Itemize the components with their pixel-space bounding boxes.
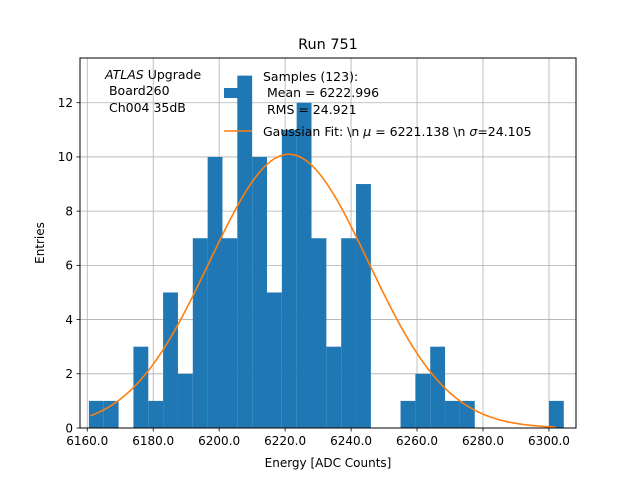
plot-frame [79,57,577,429]
histogram-bar [177,373,193,428]
legend-fit-label: Gaussian Fit: \n μ = 6221.138 \n σ=24.10… [263,124,532,139]
histogram-bar [252,156,267,428]
y-tick-label: 8 [65,204,73,218]
x-tick-label: 6280.0 [462,434,504,448]
annotation-upgrade: Upgrade [144,67,202,82]
y-tick-label: 2 [65,367,73,381]
legend-fit-mu-symbol: μ [362,124,371,139]
y-tick-label: 12 [58,96,73,110]
x-tick-label: 6200.0 [198,434,240,448]
legend-hist-line-2: Mean = 6222.996 [263,85,379,100]
annotation-line-1: ATLAS Upgrade [104,67,201,82]
histogram-bar [430,346,446,428]
histogram-bar [192,238,208,428]
chart-title: Run 751 [298,37,358,53]
histogram-bar [459,400,475,428]
annotation-line-3: Ch004 35dB [105,100,186,115]
histogram-bar [281,129,297,429]
x-tick-label: 6220.0 [264,434,306,448]
histogram-bar [400,400,416,428]
y-tick-label: 6 [65,259,73,273]
x-axis: 6160.0 6180.0 6200.0 6220.0 6240.0 6260.0 6280… [66,428,570,448]
annotation-atlas-italic: ATLAS [104,67,144,82]
y-tick-label: 4 [65,313,73,327]
histogram-bar [326,346,342,428]
histogram-bar [445,400,460,428]
x-tick-label: 6260.0 [396,434,438,448]
legend-hist-line-3: RMS = 24.921 [263,102,357,117]
y-axis-label: Entries [33,222,47,264]
y-tick-label: 0 [65,421,73,435]
annotation-line-2: Board260 [105,83,170,98]
legend-fit-sigma-symbol: σ [469,124,478,139]
legend-fit-prefix: Gaussian Fit: \n [263,124,363,139]
histogram-bar [356,184,371,428]
legend-fit-mu-value: = 6221.138 \n [371,124,469,139]
histogram-bar [341,238,357,428]
histogram-bar [222,238,238,428]
histogram-bar [296,102,312,428]
legend-fit-sigma-value: =24.105 [477,124,531,139]
atlas-annotation: ATLAS Upgrade Board260 Ch004 35dB [104,67,201,115]
histogram-bar [88,400,104,428]
x-tick-label: 6160.0 [66,434,108,448]
x-tick-label: 6180.0 [132,434,174,448]
legend: Samples (123): Mean = 6222.996 RMS = 24.… [224,69,532,139]
legend-hist-swatch [224,88,252,98]
gaussian-fit [90,153,556,428]
x-tick-label: 6240.0 [330,434,372,448]
histogram-bar [266,292,282,428]
y-tick-label: 10 [58,150,73,164]
x-axis-label: Energy [ADC Counts] [265,456,392,470]
legend-hist-line-1: Samples (123): [263,69,358,84]
histogram-bar [148,400,164,428]
histogram-bar [311,238,327,428]
histogram-bar [207,156,223,428]
histogram-bar [133,346,149,428]
histogram-bar [415,373,431,428]
histogram-bar [163,292,178,428]
y-axis: 0 2 4 6 8 10 12 [58,96,80,435]
fit-curve [90,153,556,428]
x-tick-label: 6300.0 [528,434,570,448]
histogram-bar [548,400,564,428]
histogram-bar [237,75,253,428]
